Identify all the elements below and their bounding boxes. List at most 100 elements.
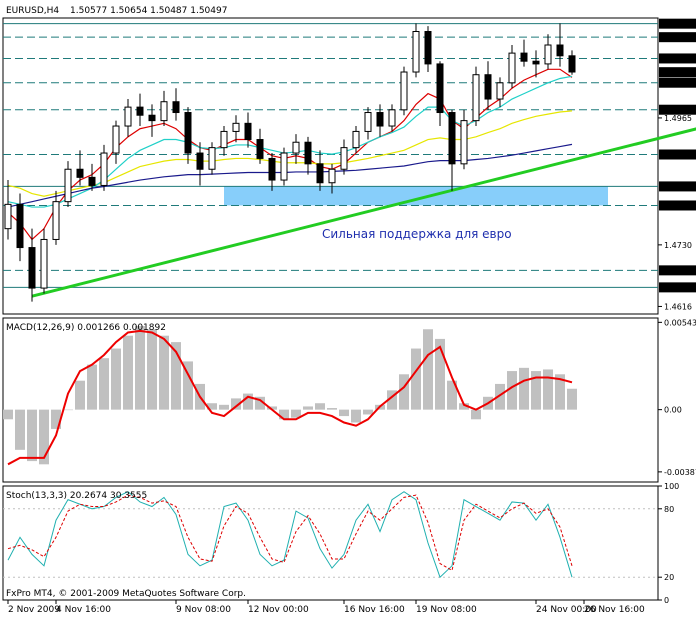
stoch-axis-label: 100 <box>664 482 679 491</box>
stoch-panel-frame <box>2 485 659 601</box>
macd-histogram-bar <box>39 409 49 465</box>
level-price-label: 1.46828 <box>661 266 694 275</box>
candle-body <box>436 63 444 114</box>
candle-body <box>292 141 300 154</box>
candle-body <box>220 130 228 149</box>
candle-body <box>148 114 156 122</box>
macd-histogram-bar <box>315 403 325 410</box>
candle-body <box>40 238 48 289</box>
support-zone <box>224 186 608 206</box>
level-price-tag <box>659 181 696 192</box>
level-price-label: 1.51145 <box>661 33 694 42</box>
macd-histogram-bar <box>471 409 481 420</box>
stoch-axis-label: 20 <box>664 573 674 582</box>
candle-body <box>532 60 540 65</box>
candle-body <box>304 141 312 165</box>
candle-body <box>28 247 36 289</box>
macd-signal-line <box>7 329 573 466</box>
candle-body <box>424 31 432 65</box>
level-price-label: 1.46513 <box>661 283 694 292</box>
candle-body <box>484 74 492 100</box>
level-price-tag <box>659 265 696 276</box>
stoch-axis-label: 80 <box>664 505 674 514</box>
time-axis-label: 9 Nov 08:00 <box>176 605 231 615</box>
time-axis-label: 4 Nov 16:00 <box>56 605 111 615</box>
macd-axis-label: 0.00543 <box>664 318 696 327</box>
macd-histogram-bar <box>363 409 373 415</box>
candle-body <box>88 176 96 186</box>
candle-body <box>412 31 420 73</box>
level-price-tag <box>659 149 696 160</box>
time-axis-label: 12 Nov 00:00 <box>248 605 309 615</box>
candle-body <box>268 157 276 181</box>
level-price-tag <box>659 282 696 293</box>
macd-histogram-bar <box>243 393 253 410</box>
level-price-label: 1.48029 <box>661 201 694 210</box>
candle-body <box>124 106 132 127</box>
macd-histogram-bar <box>435 338 445 410</box>
macd-panel-frame <box>2 317 659 483</box>
macd-histogram-bar <box>111 348 121 410</box>
support-zone-layer <box>224 186 608 206</box>
macd-histogram-bar <box>99 358 109 410</box>
price-axis-label: 1.4965 <box>664 114 692 123</box>
macd-histogram-bar <box>183 361 193 410</box>
current-price-tag <box>659 67 696 78</box>
level-price-tag <box>659 53 696 64</box>
macd-histogram-bar <box>531 371 541 410</box>
time-axis-label: 16 Nov 16:00 <box>344 605 405 615</box>
time-axis-label: 19 Nov 08:00 <box>416 605 477 615</box>
candle-body <box>376 112 384 127</box>
macd-histogram-bar <box>543 369 553 410</box>
candle-body <box>112 125 120 154</box>
macd-axis-label: -0.00387 <box>664 468 696 477</box>
level-price-tag <box>659 32 696 43</box>
candle-body <box>160 101 168 122</box>
macd-histogram-bar <box>423 329 433 410</box>
macd-histogram-bar <box>3 409 13 420</box>
macd-histogram-bar <box>339 409 349 417</box>
symbol-label: EURUSD,H4 <box>6 6 59 16</box>
axes-layer: 1.4965 1.4730 1.4616 0.00543 0.00 -0.00387 100… <box>7 67 696 615</box>
candle-body <box>364 112 372 132</box>
macd-histogram-bar <box>267 406 277 410</box>
candle-body <box>184 112 192 154</box>
level-price-tag <box>659 200 696 211</box>
candle-body <box>232 122 240 132</box>
trendline-layer <box>31 127 696 298</box>
macd-histogram-bar <box>303 406 313 410</box>
candle-body <box>556 44 564 57</box>
candle-body <box>544 44 552 65</box>
macd-histogram-bar <box>291 409 301 418</box>
candle-body <box>448 112 456 165</box>
level-price-tag <box>659 104 696 115</box>
time-axis-label: 24 Nov 00:00 <box>536 605 597 615</box>
support-annotation: Сильная поддержка для евро <box>322 227 512 241</box>
macd-histogram-bar <box>411 348 421 410</box>
level-price-tag <box>659 77 696 88</box>
macd-histogram-bar <box>15 409 25 450</box>
candle-body <box>508 52 516 84</box>
macd-axis-label: 0.00 <box>664 406 682 415</box>
macd-histogram-bar <box>447 380 457 410</box>
level-price-label: 1.49802 <box>661 106 694 115</box>
macd-histogram-bar <box>387 390 397 410</box>
candle-body <box>472 74 480 122</box>
candles-layer <box>4 23 576 302</box>
candle-body <box>280 152 288 181</box>
macd-histogram-bar <box>255 396 265 410</box>
candle-body <box>340 147 348 170</box>
macd-histogram-bar <box>135 326 145 410</box>
time-axis-label: 26 Nov 16:00 <box>584 605 645 615</box>
candle-body <box>460 120 468 165</box>
macd-histogram-bar <box>231 398 241 410</box>
trendline <box>31 127 696 298</box>
macd-histogram-bar <box>171 342 181 410</box>
level-price-label: 1.51395 <box>661 20 694 29</box>
candle-body <box>4 203 12 230</box>
candle-body <box>244 122 252 141</box>
macd-histogram-bar <box>399 374 409 410</box>
level-price-label: 1.50751 <box>661 54 694 63</box>
candle-body <box>136 106 144 116</box>
macd-histogram-bar <box>495 383 505 410</box>
